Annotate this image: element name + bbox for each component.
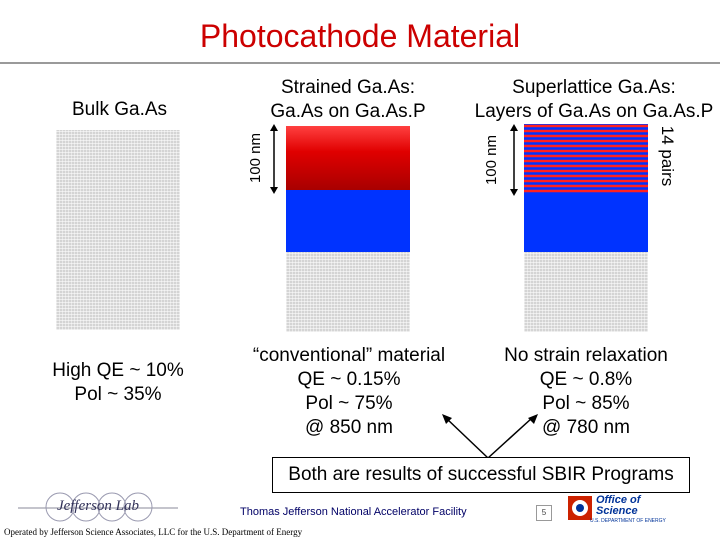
title-divider bbox=[0, 62, 720, 64]
strained-heading-line1: Strained Ga.As: bbox=[280, 77, 416, 98]
strained-gaasp-layer bbox=[286, 190, 410, 252]
superlattice-heading-line1: Superlattice Ga.As: bbox=[512, 77, 676, 98]
lab-name: Thomas Jefferson National Accelerator Fa… bbox=[240, 506, 467, 518]
superlattice-pairs-label: 14 pairs bbox=[658, 125, 677, 187]
superlattice-substrate bbox=[524, 252, 648, 332]
superlattice-caption: No strain relaxation QE ~ 0.8% Pol ~ 85%… bbox=[486, 344, 686, 440]
superlattice-qe-text: QE ~ 0.8% bbox=[539, 369, 633, 390]
strained-pol-text: Pol ~ 75% bbox=[305, 393, 393, 414]
bulk-gaas-substrate bbox=[56, 130, 180, 330]
superlattice-gaasp-layer bbox=[524, 196, 648, 252]
strained-gaas-heading: Strained Ga.As: Ga.As on Ga.As.P bbox=[256, 76, 440, 124]
strained-conventional-text: “conventional” material bbox=[252, 345, 446, 366]
superlattice-heading: Superlattice Ga.As: Layers of Ga.As on G… bbox=[472, 76, 716, 124]
jefferson-lab-logo bbox=[18, 492, 178, 522]
note-connector bbox=[442, 414, 538, 459]
page-number: 5 bbox=[536, 505, 552, 521]
strained-substrate bbox=[286, 252, 410, 332]
sbir-note-box: Both are results of successful SBIR Prog… bbox=[272, 457, 690, 493]
jefferson-lab-logo-text: Jefferson Lab bbox=[56, 498, 140, 514]
page-title: Photocathode Material bbox=[199, 18, 521, 54]
strained-wavelength-text: @ 850 nm bbox=[305, 417, 393, 438]
doe-emblem-icon bbox=[568, 496, 592, 520]
strained-heading-line2: Ga.As on Ga.As.P bbox=[270, 101, 426, 122]
us-doe-text: U.S. DEPARTMENT OF ENERGY bbox=[590, 518, 666, 524]
operated-by-text: Operated by Jefferson Science Associates… bbox=[4, 527, 303, 537]
superlattice-strain-text: No strain relaxation bbox=[504, 345, 668, 366]
bulk-gaas-caption: High QE ~ 10% Pol ~ 35% bbox=[40, 359, 196, 407]
bulk-pol-text: Pol ~ 35% bbox=[74, 384, 162, 405]
science-text: Science bbox=[596, 505, 638, 517]
office-of-text: Office of bbox=[596, 494, 641, 506]
strained-gaas-layer bbox=[286, 126, 410, 190]
superlattice-layer-stack bbox=[524, 124, 648, 196]
superlattice-wavelength-text: @ 780 nm bbox=[542, 417, 630, 438]
superlattice-pol-text: Pol ~ 85% bbox=[542, 393, 630, 414]
strained-qe-text: QE ~ 0.15% bbox=[297, 369, 401, 390]
bulk-gaas-heading: Bulk Ga.As bbox=[72, 99, 168, 120]
strained-thickness-label: 100 nm bbox=[247, 132, 264, 184]
bulk-qe-text: High QE ~ 10% bbox=[52, 360, 184, 381]
superlattice-heading-line2: Layers of Ga.As on Ga.As.P bbox=[474, 101, 714, 122]
superlattice-thickness-label: 100 nm bbox=[483, 134, 500, 186]
office-of-science-logo: Office of Science U.S. DEPARTMENT OF ENE… bbox=[568, 494, 668, 526]
superlattice-thickness-arrow bbox=[510, 124, 518, 196]
strained-thickness-arrow bbox=[270, 124, 278, 194]
strained-caption: “conventional” material QE ~ 0.15% Pol ~… bbox=[236, 344, 462, 440]
